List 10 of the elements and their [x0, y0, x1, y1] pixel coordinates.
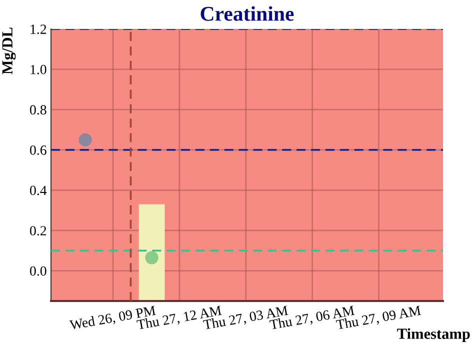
- y-tick-label: 0.0: [30, 266, 46, 276]
- x-axis-title: Timestamp: [397, 328, 470, 342]
- y-tick-label: 1.0: [30, 64, 46, 74]
- y-tick-label: 0.6: [30, 145, 46, 155]
- chart-title: Creatinine: [200, 6, 294, 21]
- y-axis-title: Mg/DL: [2, 28, 16, 74]
- y-tick-label: 0.2: [30, 226, 46, 236]
- y-tick-label: 1.2: [30, 24, 46, 34]
- y-tick-label: 0.8: [30, 105, 46, 115]
- y-tick-label: 0.4: [30, 186, 47, 196]
